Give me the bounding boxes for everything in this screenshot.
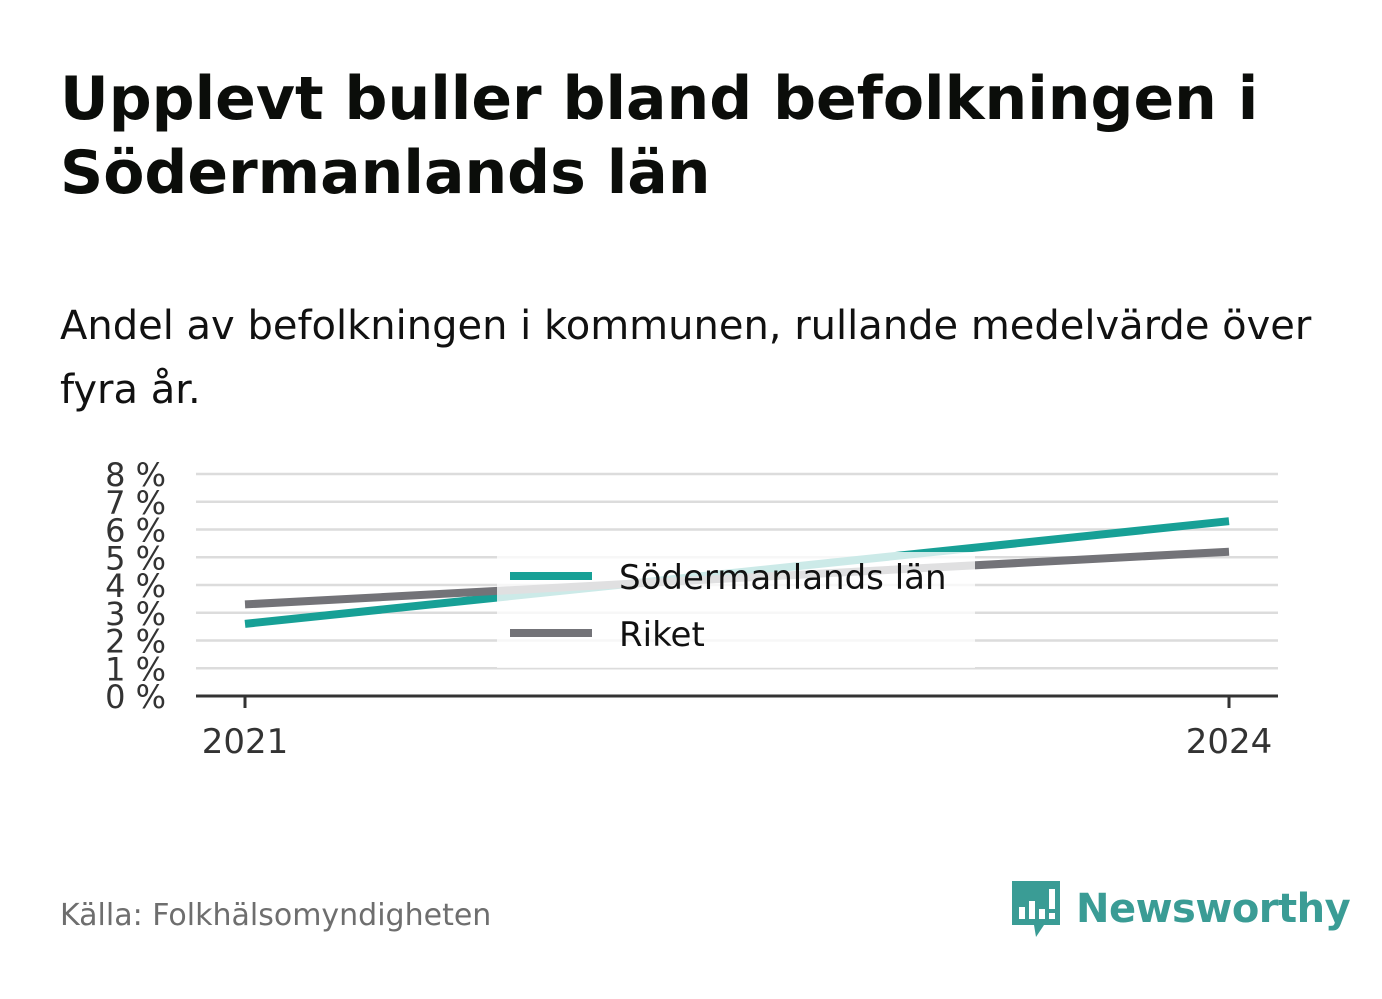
y-tick-label: 7 % — [105, 484, 166, 522]
x-axis: 2021 2024 — [196, 694, 1278, 762]
brand-logo: Newsworthy — [1010, 878, 1351, 940]
chart-title: Upplevt buller bland befolkningen i Söde… — [60, 64, 1259, 208]
y-tick-label: 8 % — [105, 456, 166, 494]
line-chart: 0 %1 %2 %3 %4 %5 %6 %7 %8 % Södermanland… — [105, 456, 1278, 762]
legend-label: Södermanlands län — [619, 558, 947, 598]
y-tick-label: 6 % — [105, 512, 166, 550]
y-tick-label: 1 % — [105, 650, 166, 688]
y-tick-label: 4 % — [105, 567, 166, 605]
chart-subtitle: Andel av befolkningen i kommunen, rullan… — [60, 303, 1312, 413]
legend-box — [497, 552, 975, 668]
y-axis-ticks: 0 %1 %2 %3 %4 %5 %6 %7 %8 % — [105, 456, 166, 716]
x-tick-label: 2024 — [1186, 722, 1273, 762]
y-tick-label: 0 % — [105, 678, 166, 716]
legend-label: Riket — [619, 615, 705, 655]
source-note: Källa: Folkhälsomyndigheten — [60, 898, 492, 933]
y-tick-label: 5 % — [105, 539, 166, 577]
y-tick-label: 2 % — [105, 623, 166, 661]
x-tick-label: 2021 — [202, 722, 289, 762]
y-tick-label: 3 % — [105, 595, 166, 633]
legend: Södermanlands län Riket — [497, 552, 975, 668]
newsworthy-logo-icon — [1012, 881, 1060, 937]
brand-name: Newsworthy — [1076, 886, 1351, 932]
